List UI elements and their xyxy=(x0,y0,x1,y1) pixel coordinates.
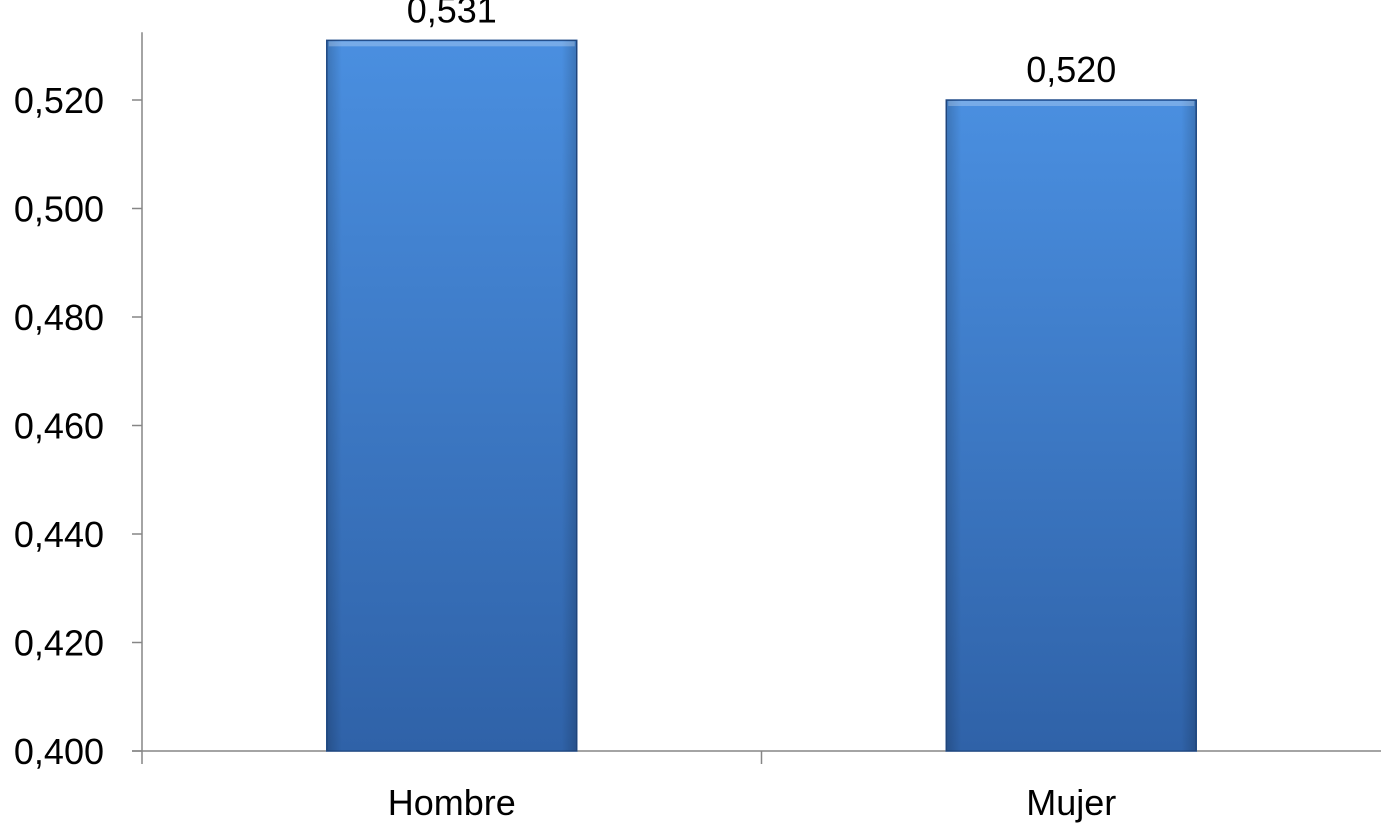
bar-shade xyxy=(326,40,577,751)
x-category-label: Hombre xyxy=(388,782,516,823)
y-tick-label: 0,400 xyxy=(14,731,104,772)
y-tick-label: 0,420 xyxy=(14,623,104,664)
y-tick-label: 0,440 xyxy=(14,514,104,555)
data-label: 0,531 xyxy=(407,0,497,30)
y-tick-label: 0,520 xyxy=(14,80,104,121)
labels: 0,400 0,420 0,440 0,460 0,480 0,500 0,520 0,531… xyxy=(14,0,1116,823)
data-label: 0,520 xyxy=(1026,49,1116,90)
y-tick-label: 0,480 xyxy=(14,297,104,338)
y-tick-label: 0,460 xyxy=(14,406,104,447)
bar-highlight xyxy=(948,101,1195,106)
bars xyxy=(326,39,1197,752)
bar-shade xyxy=(946,100,1197,751)
bar-highlight xyxy=(328,41,575,47)
x-category-label: Mujer xyxy=(1026,782,1116,823)
y-tick-label: 0,500 xyxy=(14,189,104,230)
